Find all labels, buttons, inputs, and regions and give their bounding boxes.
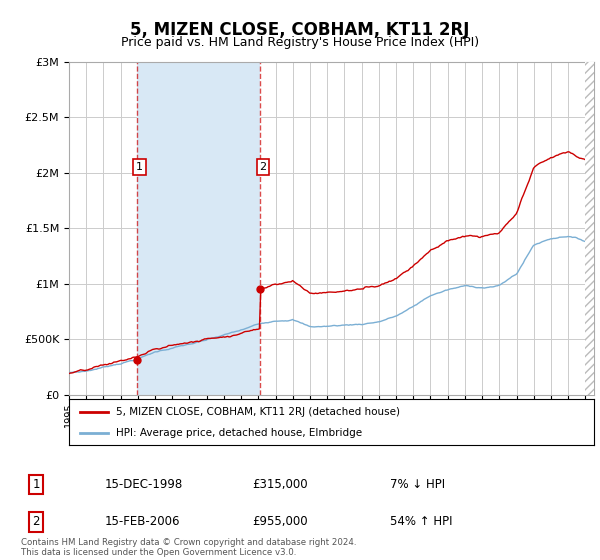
- Text: £955,000: £955,000: [252, 515, 308, 529]
- Bar: [586, 62, 594, 395]
- Text: Price paid vs. HM Land Registry's House Price Index (HPI): Price paid vs. HM Land Registry's House …: [121, 36, 479, 49]
- Text: 7% ↓ HPI: 7% ↓ HPI: [390, 478, 445, 491]
- Text: 15-FEB-2006: 15-FEB-2006: [105, 515, 181, 529]
- Text: 2: 2: [32, 515, 40, 529]
- Text: 1: 1: [136, 162, 143, 172]
- Text: 5, MIZEN CLOSE, COBHAM, KT11 2RJ: 5, MIZEN CLOSE, COBHAM, KT11 2RJ: [130, 21, 470, 39]
- Text: 2: 2: [259, 162, 266, 172]
- Text: 54% ↑ HPI: 54% ↑ HPI: [390, 515, 452, 529]
- Text: 5, MIZEN CLOSE, COBHAM, KT11 2RJ (detached house): 5, MIZEN CLOSE, COBHAM, KT11 2RJ (detach…: [116, 407, 400, 417]
- Text: 1: 1: [32, 478, 40, 491]
- Text: HPI: Average price, detached house, Elmbridge: HPI: Average price, detached house, Elmb…: [116, 428, 362, 438]
- Text: £315,000: £315,000: [252, 478, 308, 491]
- Text: Contains HM Land Registry data © Crown copyright and database right 2024.
This d: Contains HM Land Registry data © Crown c…: [21, 538, 356, 557]
- Text: 15-DEC-1998: 15-DEC-1998: [105, 478, 183, 491]
- Bar: [137, 62, 260, 395]
